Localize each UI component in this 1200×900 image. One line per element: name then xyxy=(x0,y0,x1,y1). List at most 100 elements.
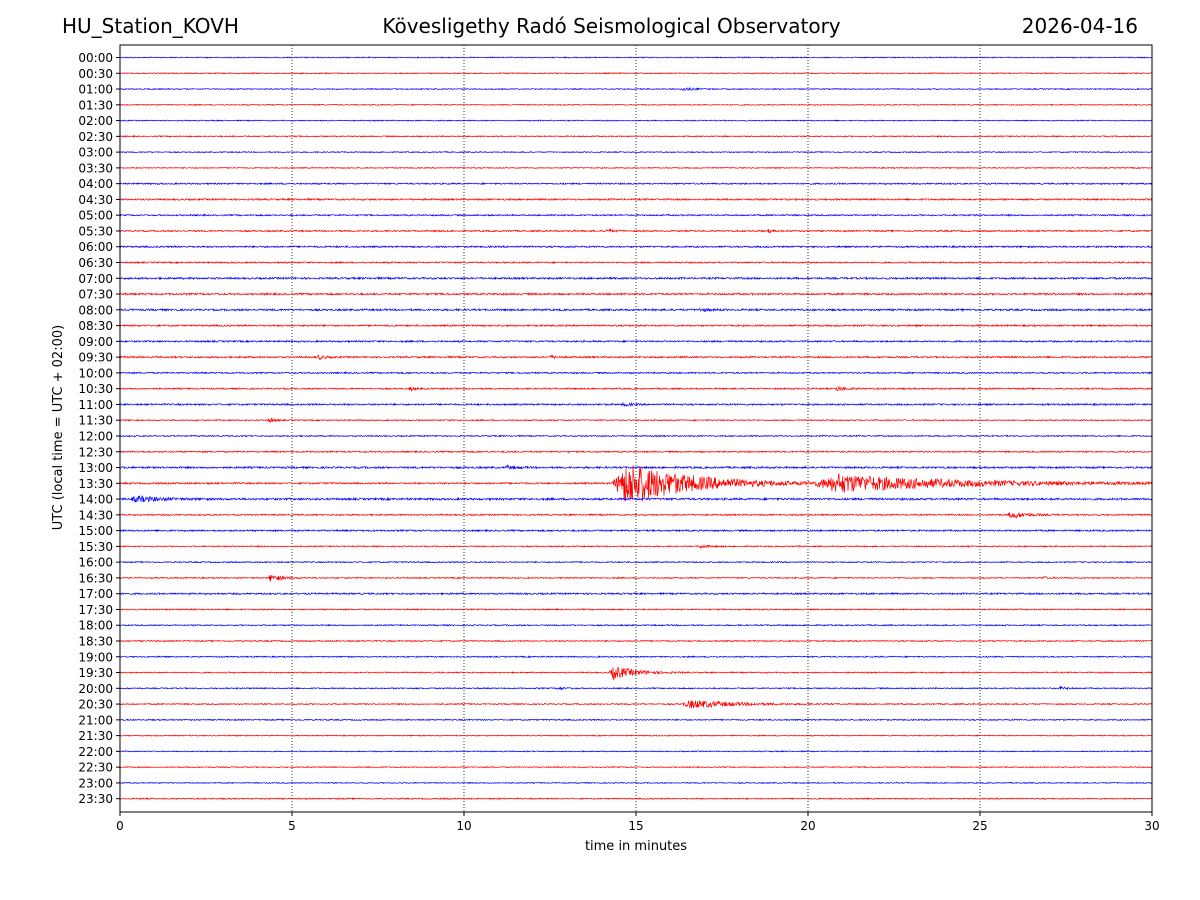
x-tick-label: 25 xyxy=(972,819,987,833)
y-tick-label: 05:30 xyxy=(78,224,113,238)
seismic-trace xyxy=(119,463,1153,470)
seismic-trace xyxy=(119,353,1153,361)
y-tick-label: 15:30 xyxy=(78,540,113,554)
seismic-trace xyxy=(119,323,1153,328)
y-tick-label: 16:00 xyxy=(78,556,113,570)
y-tick-label: 19:00 xyxy=(78,650,113,664)
seismic-trace xyxy=(119,685,1153,691)
seismic-trace xyxy=(119,417,1153,423)
y-tick-label: 14:00 xyxy=(78,493,113,507)
y-tick-label: 08:00 xyxy=(78,303,113,317)
y-axis-label: UTC (local time = UTC + 02:00) xyxy=(51,325,66,530)
seismic-trace xyxy=(119,450,1153,454)
y-tick-label: 03:00 xyxy=(78,146,113,160)
seismic-trace xyxy=(119,781,1153,785)
y-tick-label: 17:30 xyxy=(78,603,113,617)
trace-layer xyxy=(119,56,1153,801)
seismic-trace xyxy=(119,718,1153,722)
y-tick-label: 14:30 xyxy=(78,508,113,522)
chart-date: 2026-04-16 xyxy=(1021,14,1138,38)
y-tick-label: 09:30 xyxy=(78,351,113,365)
y-tick-label: 01:00 xyxy=(78,83,113,97)
x-tick-label: 0 xyxy=(116,819,124,833)
y-tick-label: 23:00 xyxy=(78,776,113,790)
seismic-trace xyxy=(119,639,1153,643)
y-tick-label: 09:00 xyxy=(78,335,113,349)
seismic-trace xyxy=(119,385,1153,392)
y-tick-label: 03:30 xyxy=(78,161,113,175)
seismic-trace xyxy=(119,465,1153,502)
seismic-trace xyxy=(119,401,1153,407)
y-tick-label: 07:30 xyxy=(78,288,113,302)
seismic-trace xyxy=(119,700,1153,709)
seismic-trace xyxy=(119,134,1153,138)
y-tick-label: 20:30 xyxy=(78,698,113,712)
y-tick-label: 11:30 xyxy=(78,414,113,428)
seismic-trace xyxy=(119,72,1153,75)
seismic-trace xyxy=(119,765,1153,769)
seismic-trace xyxy=(119,227,1153,234)
seismic-trace xyxy=(119,260,1153,265)
seismic-trace xyxy=(119,528,1153,533)
y-tick-label: 22:30 xyxy=(78,761,113,775)
y-tick-label: 12:30 xyxy=(78,445,113,459)
x-tick-label: 20 xyxy=(800,819,815,833)
station-name: HU_Station_KOVH xyxy=(62,14,239,38)
seismic-trace xyxy=(119,623,1153,627)
seismic-trace xyxy=(119,371,1153,375)
seismic-trace xyxy=(119,86,1153,92)
seismic-trace xyxy=(119,339,1153,344)
x-axis-label: time in minutes xyxy=(585,839,687,854)
x-tick-label: 5 xyxy=(288,819,296,833)
y-tick-label: 21:00 xyxy=(78,713,113,727)
seismic-trace xyxy=(119,181,1153,186)
y-tick-label: 06:30 xyxy=(78,256,113,270)
y-tick-label: 19:30 xyxy=(78,666,113,680)
y-tick-label: 18:30 xyxy=(78,634,113,648)
y-tick-label: 15:00 xyxy=(78,524,113,538)
y-tick-label: 22:00 xyxy=(78,745,113,759)
seismic-trace xyxy=(119,213,1153,217)
y-tick-label: 01:30 xyxy=(78,98,113,112)
y-tick-label: 12:00 xyxy=(78,429,113,443)
seismic-trace xyxy=(119,434,1153,438)
y-tick-label: 07:00 xyxy=(78,272,113,286)
seismic-trace xyxy=(119,291,1153,297)
seismic-trace xyxy=(119,103,1153,107)
seismic-trace xyxy=(120,734,1153,737)
seismic-trace xyxy=(119,591,1153,596)
x-tick-label: 15 xyxy=(628,819,643,833)
seismic-trace xyxy=(119,750,1153,753)
seismic-trace xyxy=(119,495,1153,503)
seismic-trace xyxy=(119,666,1153,681)
y-tick-label: 10:00 xyxy=(78,366,113,380)
y-tick-label: 11:00 xyxy=(78,398,113,412)
seismic-trace xyxy=(119,655,1153,659)
seismic-trace xyxy=(119,119,1153,122)
seismic-trace xyxy=(119,197,1153,202)
y-tick-label: 00:00 xyxy=(78,51,113,65)
seismic-trace xyxy=(119,56,1153,59)
y-tick-label: 16:30 xyxy=(78,571,113,585)
x-tick-label: 30 xyxy=(1144,819,1159,833)
seismic-trace xyxy=(119,166,1153,170)
seismic-trace xyxy=(119,575,1153,582)
y-tick-label: 13:00 xyxy=(78,461,113,475)
y-tick-label: 06:00 xyxy=(78,240,113,254)
y-tick-label: 18:00 xyxy=(78,619,113,633)
seismic-trace xyxy=(119,512,1153,519)
seismic-trace xyxy=(119,150,1153,154)
y-tick-label: 02:30 xyxy=(78,130,113,144)
chart-title: Kövesligethy Radó Seismological Observat… xyxy=(382,14,841,38)
seismic-trace xyxy=(119,560,1153,564)
y-tick-label: 08:30 xyxy=(78,319,113,333)
y-tick-label: 02:00 xyxy=(78,114,113,128)
y-tick-label: 21:30 xyxy=(78,729,113,743)
grid-layer xyxy=(291,45,981,812)
seismic-trace xyxy=(119,543,1153,549)
y-tick-label: 04:00 xyxy=(78,177,113,191)
y-tick-label: 00:30 xyxy=(78,67,113,81)
seismic-trace xyxy=(119,797,1153,801)
x-tick-label: 10 xyxy=(456,819,471,833)
